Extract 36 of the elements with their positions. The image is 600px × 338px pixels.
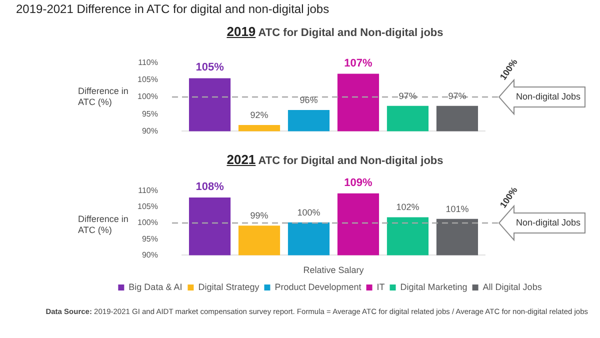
legend-label: Digital Strategy [198,282,260,292]
legend-label: Digital Marketing [400,282,468,292]
y-tick-label: 100% [138,218,158,228]
data-label: 97% [448,90,466,101]
legend-label: Product Development [274,282,362,292]
y-tick-label: 110% [138,58,158,68]
legend-label: All Digital Jobs [482,282,542,292]
data-label: 101% [446,204,469,214]
x-axis-title: Relative Salary [303,265,364,276]
y-axis-title: Difference in ATC (%) [78,214,130,236]
ref-line-label: Non-digital Jobs [516,91,582,102]
y-tick-label: 105% [138,75,158,84]
chart-title: 2019-2021 Difference in ATC for digital and non-digital jobs [16,2,330,16]
y-tick-label: 95% [142,234,158,244]
y-tick-label: 95% [142,109,158,118]
chart-title: 2021 ATC for Digital and Non-digital jobs [226,152,444,167]
legend-label: Big Data & AI [128,282,182,292]
y-tick-label: 105% [138,202,158,212]
data-label: 107% [344,57,373,70]
chart-subtitle: 2019 ATC for Digital and Non-digital jobs [226,24,444,39]
y-tick-label: 90% [142,250,158,260]
data-label: 100% [297,207,320,218]
y-axis-title: Difference in ATC (%) [78,86,130,108]
data-label: 109% [344,176,373,189]
data-label: 99% [250,210,268,221]
data-label: 108% [196,181,224,194]
data-label: 97% [398,90,417,101]
y-tick-label: 90% [142,126,158,136]
data-label: 96% [300,94,318,105]
data-label: 92% [250,110,268,120]
legend-label: IT [376,282,386,292]
y-tick-label: 110% [138,186,158,196]
data-label: 102% [396,202,420,212]
ref-line-label: Non-digital Jobs [516,217,582,228]
y-tick-label: 100% [138,92,158,102]
data-label: 105% [196,62,224,74]
